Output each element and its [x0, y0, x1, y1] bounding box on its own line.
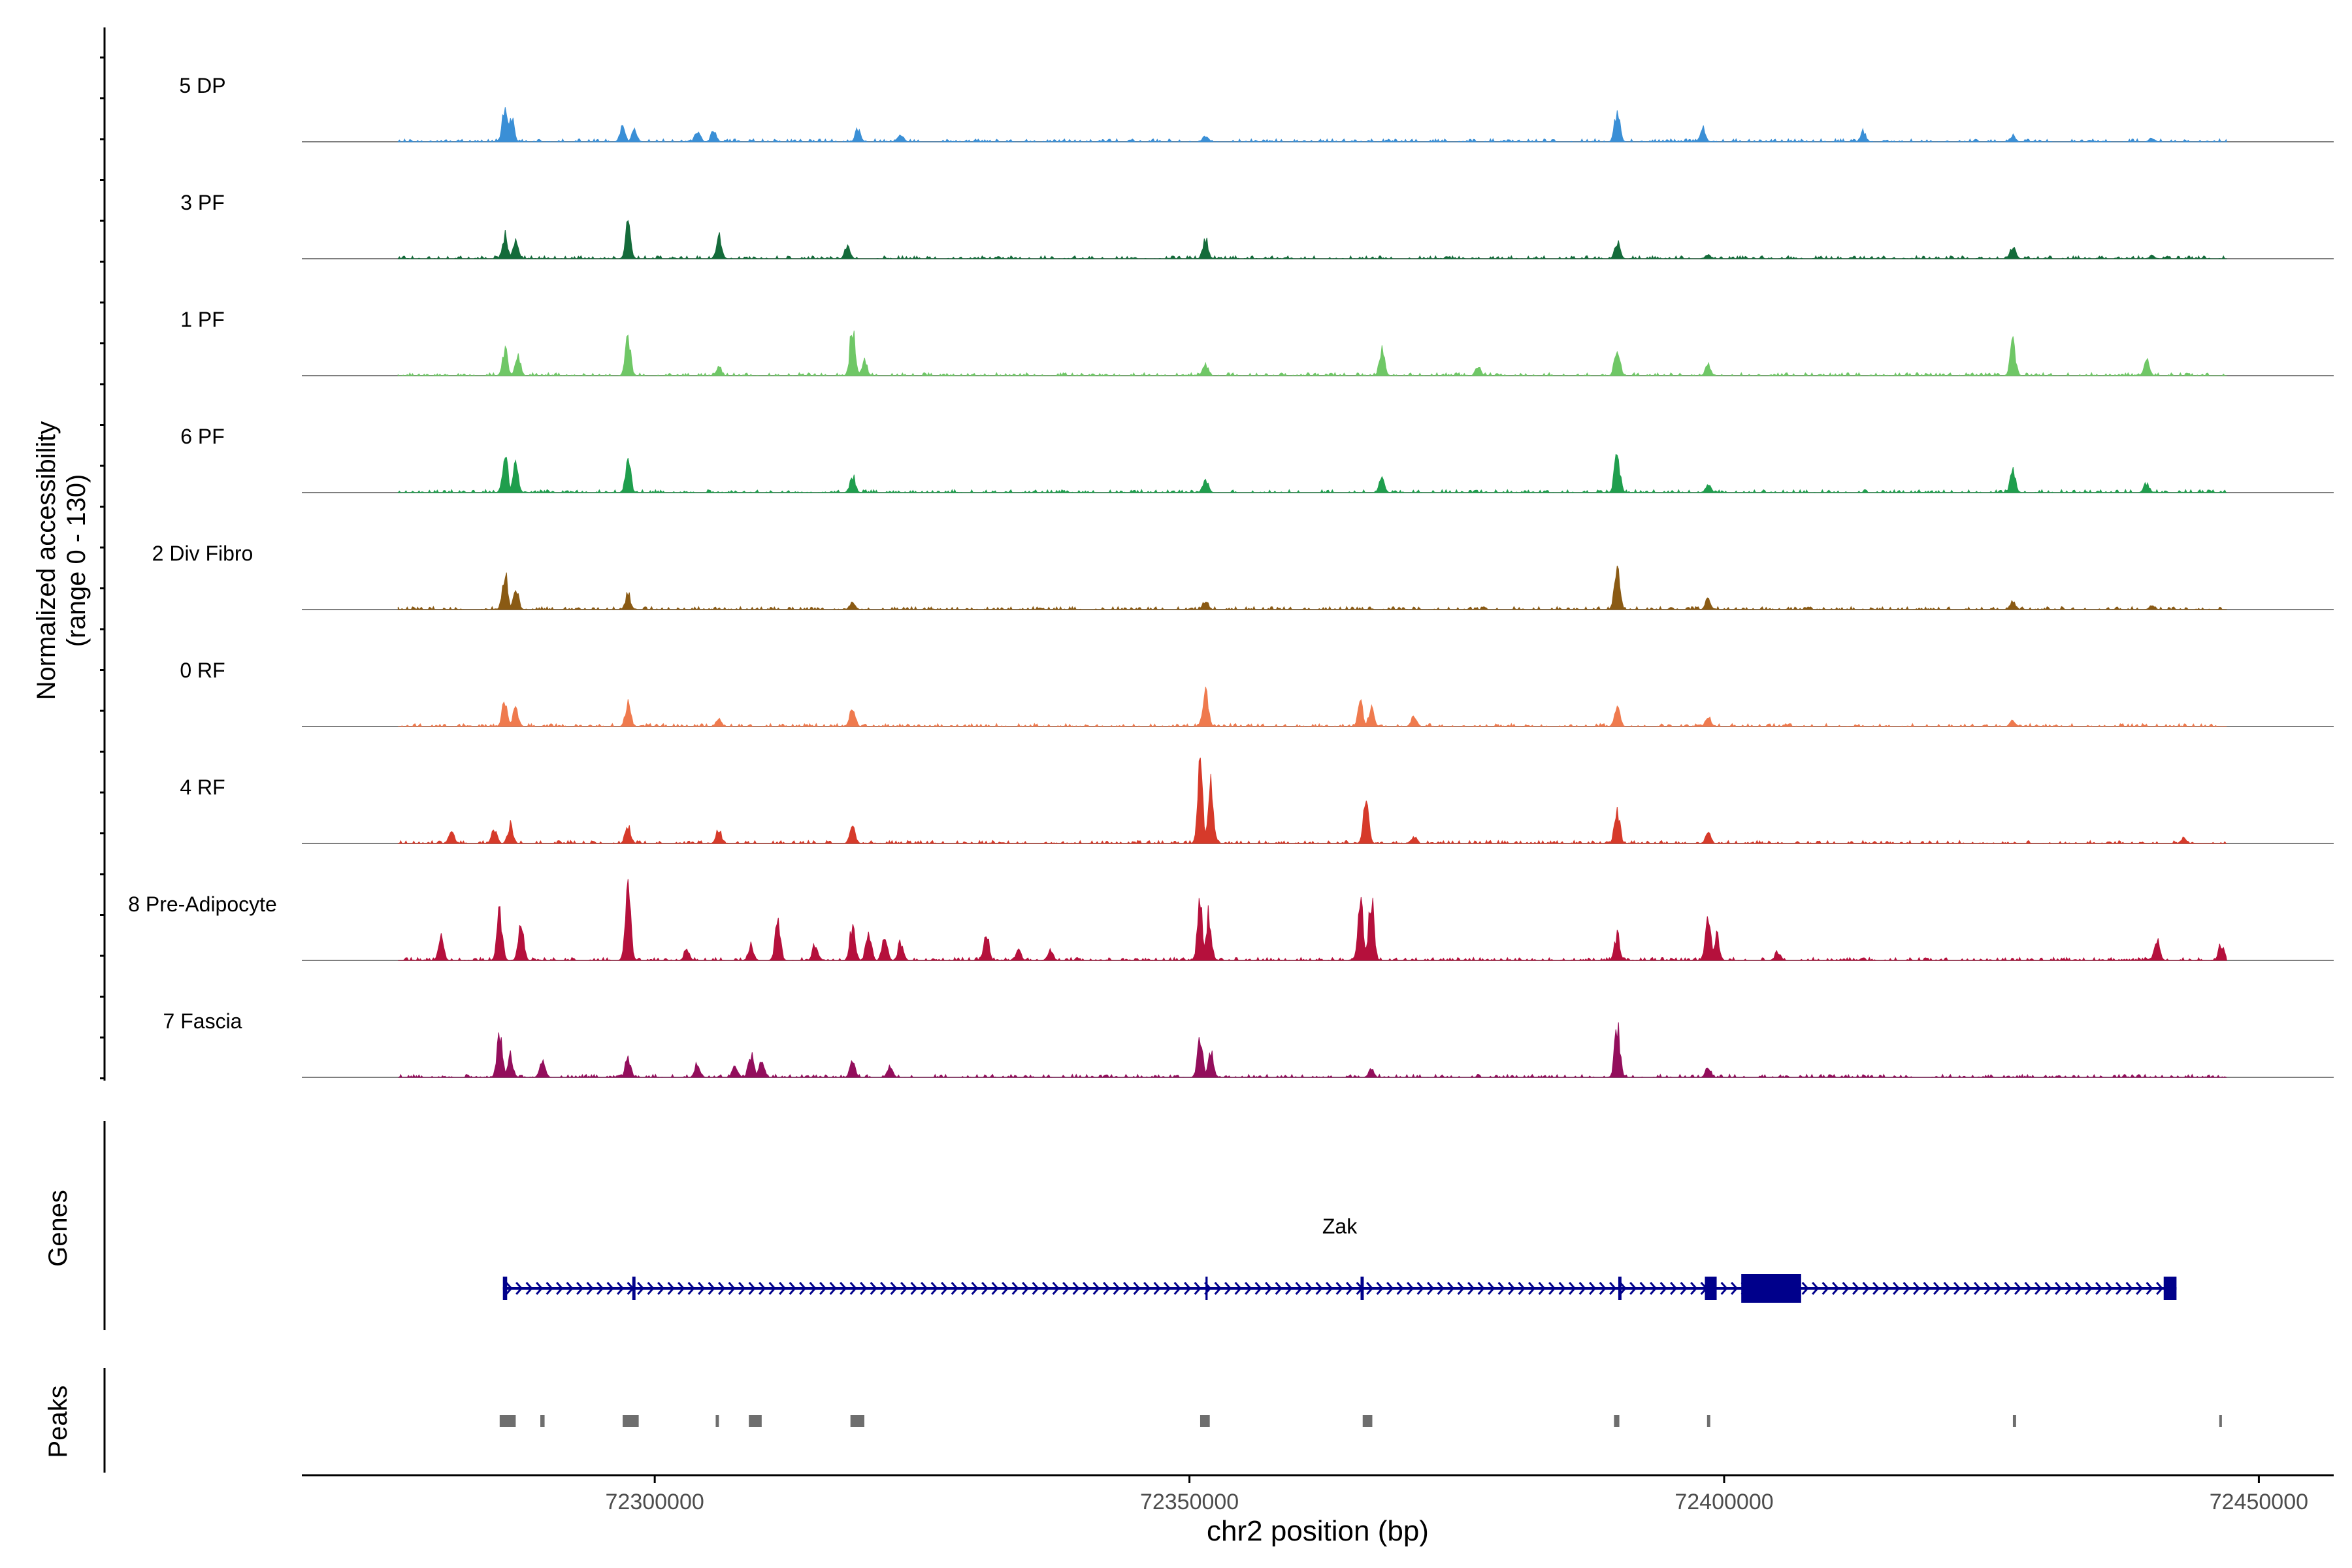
track-label: 7 Fascia	[163, 1009, 242, 1033]
left-axis-lines	[100, 27, 106, 1473]
track-label: 0 RF	[180, 659, 225, 682]
track-signal-area	[398, 1022, 2227, 1079]
gene-annotation-track: Zak	[502, 1215, 2177, 1303]
gene-exon	[632, 1277, 636, 1300]
track-1-pf: 1 PF	[180, 308, 2334, 377]
gene-zak: Zak	[502, 1215, 2177, 1303]
track-label: 2 Div Fibro	[152, 542, 253, 565]
peak-region	[1362, 1415, 1373, 1427]
gene-exon	[502, 1277, 508, 1300]
x-axis-title: chr2 position (bp)	[1207, 1515, 1429, 1547]
peak-region	[715, 1415, 719, 1427]
track-signal-area	[397, 220, 2227, 260]
track-3-pf: 3 PF	[180, 191, 2334, 260]
track-label: 5 DP	[179, 74, 225, 97]
track-label: 3 PF	[180, 191, 225, 214]
track-label: 6 PF	[180, 425, 225, 448]
accessibility-tracks: 5 DP 3 PF 1 PF 6 PF 2 Div Fibro 0 RF 4 RF 8 Pre…	[128, 74, 2334, 1079]
gene-name-label: Zak	[1322, 1215, 1358, 1238]
track-4-rf: 4 RF	[180, 757, 2334, 845]
gene-exon	[1360, 1277, 1364, 1300]
track-2-div-fibro: 2 Div Fibro	[152, 542, 2334, 611]
peak-region	[749, 1415, 762, 1427]
peak-region	[499, 1415, 516, 1427]
peak-region	[1614, 1415, 1620, 1427]
track-label: 8 Pre-Adipocyte	[128, 892, 277, 916]
peak-region	[2012, 1415, 2016, 1427]
track-label: 1 PF	[180, 308, 225, 331]
track-7-fascia: 7 Fascia	[163, 1009, 2334, 1079]
track-6-pf: 6 PF	[180, 425, 2334, 494]
track-0-rf: 0 RF	[180, 659, 2334, 728]
track-signal-area	[398, 687, 2227, 728]
y-axis-title: Normalized accessibility (range 0 - 130)	[32, 421, 91, 700]
track-label: 4 RF	[180, 776, 225, 799]
peak-region	[2219, 1415, 2222, 1427]
gene-exon	[1705, 1277, 1717, 1300]
gene-exon	[1618, 1277, 1622, 1300]
peak-region	[540, 1415, 545, 1427]
track-signal-area	[398, 879, 2227, 962]
track-signal-area	[397, 453, 2227, 494]
x-tick-label: 72450000	[2210, 1490, 2308, 1514]
x-tick-label: 72300000	[606, 1490, 704, 1514]
track-signal-area	[397, 331, 2227, 377]
peak-regions-track	[499, 1415, 2222, 1427]
y-axis-range-label: (range 0 - 130)	[62, 474, 91, 647]
x-tick-label: 72400000	[1674, 1490, 1773, 1514]
genes-panel-label: Genes	[44, 1190, 73, 1267]
track-5-dp: 5 DP	[179, 74, 2334, 143]
gene-exon	[1741, 1274, 1801, 1303]
track-signal-area	[397, 107, 2227, 143]
x-axis-ticks: 72300000 72350000 72400000 72450000	[606, 1475, 2308, 1514]
peak-region	[1707, 1415, 1710, 1427]
track-signal-area	[397, 757, 2227, 845]
y-axis-label: Normalized accessibility	[32, 421, 61, 700]
gene-exon	[2163, 1277, 2177, 1300]
peak-region	[623, 1415, 639, 1427]
x-tick-label: 72350000	[1140, 1490, 1239, 1514]
gene-exon	[1205, 1277, 1208, 1300]
peak-region	[1200, 1415, 1210, 1427]
peak-region	[850, 1415, 864, 1427]
strand-arrows	[505, 1282, 2174, 1295]
track-signal-area	[397, 565, 2227, 611]
track-8-pre-adipocyte: 8 Pre-Adipocyte	[128, 879, 2334, 962]
peaks-panel-label: Peaks	[44, 1385, 73, 1458]
